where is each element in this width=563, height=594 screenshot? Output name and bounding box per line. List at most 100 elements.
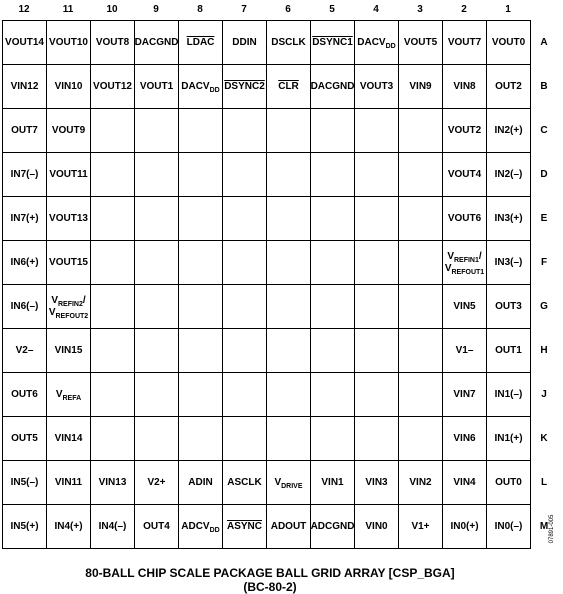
- ball-cell: DSYNC2: [223, 65, 267, 109]
- ball-cell: [91, 285, 135, 329]
- row-label: M: [539, 520, 549, 532]
- pin-name-line: VREFIN2/: [51, 294, 85, 308]
- pin-name: IN7(+): [10, 213, 39, 224]
- ball-cell: IN7(–): [3, 153, 47, 197]
- ball-cell: VIN3: [355, 461, 399, 505]
- ball-cell: ASYNC: [223, 505, 267, 549]
- ball-cell: [91, 417, 135, 461]
- ball-cell: IN7(+): [3, 197, 47, 241]
- ball-cell: [135, 241, 179, 285]
- ball-cell: OUT2: [487, 65, 531, 109]
- ball-cell: [91, 197, 135, 241]
- ball-cell: [223, 329, 267, 373]
- ball-cell: OUT5: [3, 417, 47, 461]
- pin-name: IN5(–): [10, 477, 39, 488]
- ball-cell: IN0(+): [443, 505, 487, 549]
- pin-name: VOUT8: [95, 37, 130, 48]
- pin-name: VOUT10: [49, 37, 88, 48]
- ball-cell: OUT0: [487, 461, 531, 505]
- pin-name: VOUT11: [49, 169, 88, 180]
- column-label: 3: [417, 3, 423, 15]
- pin-name: VOUT13: [49, 213, 88, 224]
- ball-cell: [135, 417, 179, 461]
- ball-cell: VOUT4: [443, 153, 487, 197]
- ball-cell: [135, 373, 179, 417]
- ball-cell: VIN10: [47, 65, 91, 109]
- pin-name-line: DACVDD: [181, 81, 219, 94]
- pin-name: IN6(–): [10, 301, 39, 312]
- pin-text: /: [478, 250, 482, 262]
- pin-subscript: DRIVE: [281, 482, 303, 490]
- pin-text: V: [444, 262, 452, 274]
- pin-name: DDIN: [232, 37, 257, 48]
- ball-cell: VIN11: [47, 461, 91, 505]
- ball-cell: [267, 417, 311, 461]
- pin-name: OUT4: [143, 521, 170, 532]
- ball-cell: [267, 241, 311, 285]
- ball-cell: VREFIN2/VREFOUT2: [47, 285, 91, 329]
- pin-name: VOUT9: [51, 125, 86, 136]
- ball-cell: VOUT8: [91, 21, 135, 65]
- ball-cell: [91, 153, 135, 197]
- pin-name: ADIN: [188, 477, 213, 488]
- pin-subscript: REFA: [62, 394, 82, 402]
- row-label: F: [540, 256, 548, 268]
- ball-cell: [223, 109, 267, 153]
- ball-cell: VIN12: [3, 65, 47, 109]
- ball-cell: [399, 417, 443, 461]
- pin-name: OUT1: [495, 345, 522, 356]
- pin-subscript: DD: [385, 42, 396, 50]
- ball-cell: ADCVDD: [179, 505, 223, 549]
- pin-name: IN2(–): [494, 169, 523, 180]
- ball-cell: [223, 153, 267, 197]
- pin-name: VIN15: [54, 345, 83, 356]
- pin-name: V1–: [455, 345, 474, 356]
- ball-cell: IN2(–): [487, 153, 531, 197]
- pin-name: VOUT0: [491, 37, 526, 48]
- column-label: 10: [106, 3, 118, 15]
- ball-cell: VIN2: [399, 461, 443, 505]
- column-label: 2: [461, 3, 467, 15]
- ball-cell: [91, 329, 135, 373]
- pin-name: OUT6: [11, 389, 38, 400]
- pin-name: VIN14: [54, 433, 83, 444]
- ball-cell: [399, 241, 443, 285]
- ball-cell: VOUT14: [3, 21, 47, 65]
- pin-subscript: DD: [209, 526, 220, 534]
- ball-cell: ADOUT: [267, 505, 311, 549]
- pin-name: VIN10: [54, 81, 83, 92]
- ball-cell: [311, 417, 355, 461]
- pin-name: VOUT1: [139, 81, 174, 92]
- ball-cell: OUT7: [3, 109, 47, 153]
- pin-name: IN1(–): [494, 389, 523, 400]
- pin-name-line: DSYNC1: [312, 37, 353, 48]
- ball-cell: [135, 329, 179, 373]
- pin-text: V: [51, 294, 58, 306]
- pin-name: VIN13: [98, 477, 127, 488]
- pin-text: DACV: [357, 36, 386, 48]
- ball-cell: [399, 329, 443, 373]
- column-label: 5: [329, 3, 335, 15]
- ball-cell: VIN7: [443, 373, 487, 417]
- pin-name-line: VREFA: [55, 388, 82, 402]
- ball-cell: VDRIVE: [267, 461, 311, 505]
- pin-name: VIN4: [453, 477, 476, 488]
- ball-cell: [267, 109, 311, 153]
- ball-cell: DACVDD: [355, 21, 399, 65]
- ball-cell: V2+: [135, 461, 179, 505]
- ball-cell: V1+: [399, 505, 443, 549]
- pin-name: ASCLK: [227, 477, 262, 488]
- pin-text: V: [55, 388, 63, 400]
- pin-name: VIN9: [409, 81, 432, 92]
- ball-cell: [267, 285, 311, 329]
- pin-subscript: REFIN1: [453, 256, 479, 264]
- ball-cell: VIN8: [443, 65, 487, 109]
- pin-text-active-low: CLR: [278, 81, 299, 92]
- ball-cell: VOUT9: [47, 109, 91, 153]
- pin-name-line: ADCVDD: [181, 521, 220, 534]
- ball-cell: VREFA: [47, 373, 91, 417]
- ball-cell: [399, 373, 443, 417]
- ball-cell: IN5(–): [3, 461, 47, 505]
- ball-cell: VIN9: [399, 65, 443, 109]
- ball-cell: [179, 285, 223, 329]
